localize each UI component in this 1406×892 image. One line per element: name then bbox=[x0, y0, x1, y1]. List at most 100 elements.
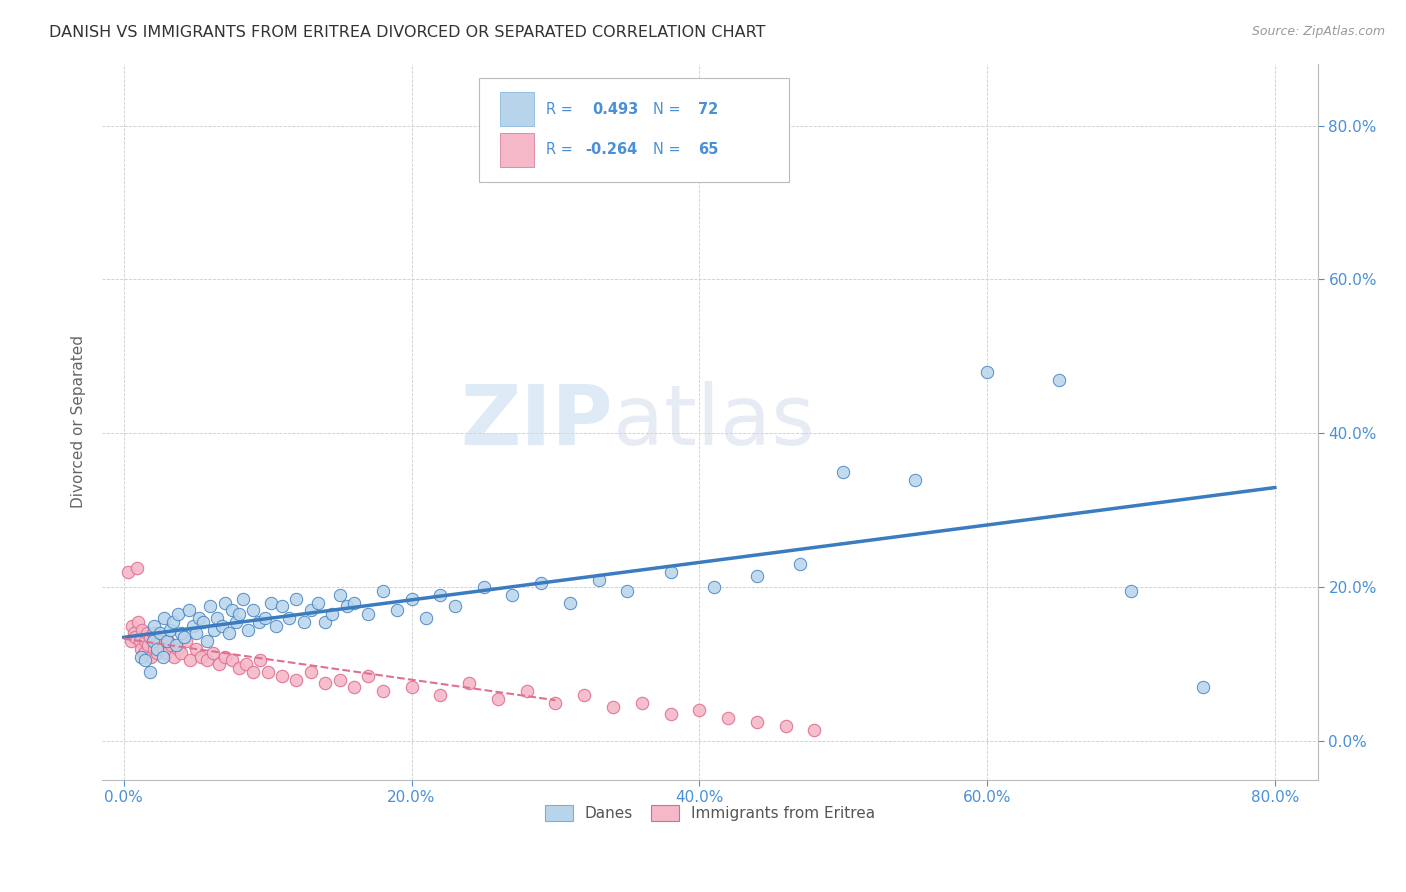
Point bbox=[167, 641, 190, 656]
Point bbox=[139, 649, 162, 664]
Point bbox=[688, 703, 710, 717]
Text: atlas: atlas bbox=[613, 382, 814, 462]
Point bbox=[167, 607, 190, 622]
Point bbox=[976, 365, 998, 379]
Point bbox=[129, 641, 152, 656]
Point bbox=[285, 591, 308, 606]
Point bbox=[174, 634, 197, 648]
Point bbox=[121, 618, 143, 632]
Text: R =: R = bbox=[546, 102, 572, 117]
Text: 65: 65 bbox=[697, 143, 718, 157]
Text: R =: R = bbox=[546, 143, 572, 157]
Point bbox=[146, 646, 169, 660]
Point bbox=[228, 607, 250, 622]
Point bbox=[486, 691, 509, 706]
Point bbox=[134, 653, 156, 667]
Point bbox=[211, 618, 233, 632]
Point bbox=[160, 638, 183, 652]
Point bbox=[134, 634, 156, 648]
Y-axis label: Divorced or Separated: Divorced or Separated bbox=[72, 335, 86, 508]
Point bbox=[120, 634, 142, 648]
Point bbox=[343, 596, 366, 610]
Point bbox=[574, 688, 596, 702]
Text: 72: 72 bbox=[697, 102, 718, 117]
Point bbox=[242, 603, 264, 617]
Point bbox=[228, 661, 250, 675]
Point bbox=[249, 653, 271, 667]
Point bbox=[588, 573, 610, 587]
Point bbox=[415, 611, 437, 625]
Point bbox=[204, 623, 226, 637]
Point bbox=[1192, 680, 1215, 694]
Point bbox=[153, 611, 176, 625]
Point bbox=[266, 618, 288, 632]
Point bbox=[371, 684, 394, 698]
Point bbox=[128, 634, 150, 648]
Point bbox=[285, 673, 308, 687]
Text: N =: N = bbox=[652, 143, 681, 157]
Point bbox=[247, 615, 270, 629]
Point bbox=[329, 588, 352, 602]
Point bbox=[278, 611, 301, 625]
Point bbox=[602, 699, 624, 714]
Text: Source: ZipAtlas.com: Source: ZipAtlas.com bbox=[1251, 25, 1385, 38]
Point bbox=[501, 588, 523, 602]
Point bbox=[170, 646, 193, 660]
Point bbox=[165, 638, 187, 652]
Point bbox=[136, 638, 159, 652]
Text: ZIP: ZIP bbox=[460, 382, 613, 462]
Point bbox=[385, 603, 408, 617]
Point bbox=[152, 649, 174, 664]
Point bbox=[124, 630, 146, 644]
Point bbox=[371, 584, 394, 599]
Point bbox=[162, 615, 184, 629]
Point bbox=[184, 641, 207, 656]
Point bbox=[1119, 584, 1142, 599]
Point bbox=[357, 607, 380, 622]
Point bbox=[214, 596, 236, 610]
Point bbox=[659, 707, 682, 722]
Point bbox=[173, 630, 195, 644]
Point bbox=[616, 584, 638, 599]
Point bbox=[218, 626, 240, 640]
Point bbox=[181, 618, 204, 632]
Point bbox=[292, 615, 315, 629]
Point bbox=[145, 630, 167, 644]
Point bbox=[131, 623, 153, 637]
Point bbox=[253, 611, 276, 625]
Point bbox=[443, 599, 465, 614]
Point bbox=[314, 615, 336, 629]
Point bbox=[138, 665, 160, 679]
Point bbox=[775, 719, 797, 733]
Point bbox=[177, 603, 200, 617]
Point bbox=[235, 657, 257, 672]
Point bbox=[256, 665, 278, 679]
Point bbox=[221, 603, 243, 617]
Point bbox=[156, 634, 179, 648]
Point bbox=[195, 653, 218, 667]
Point bbox=[143, 641, 166, 656]
Point bbox=[401, 680, 423, 694]
Point bbox=[125, 561, 148, 575]
Point bbox=[214, 649, 236, 664]
Point bbox=[789, 557, 811, 571]
Point bbox=[271, 669, 294, 683]
Point bbox=[904, 473, 927, 487]
Point bbox=[127, 615, 149, 629]
Point bbox=[132, 646, 155, 660]
Point bbox=[143, 618, 166, 632]
Point bbox=[307, 596, 329, 610]
Text: -0.264: -0.264 bbox=[585, 143, 637, 157]
Point bbox=[157, 634, 180, 648]
Point bbox=[703, 580, 725, 594]
Point bbox=[142, 634, 165, 648]
Point bbox=[558, 596, 581, 610]
Point bbox=[187, 611, 209, 625]
Point bbox=[232, 591, 254, 606]
Point bbox=[236, 623, 259, 637]
Point bbox=[149, 626, 172, 640]
Point bbox=[149, 634, 172, 648]
Point bbox=[630, 696, 652, 710]
Point bbox=[201, 646, 224, 660]
Point bbox=[190, 649, 212, 664]
